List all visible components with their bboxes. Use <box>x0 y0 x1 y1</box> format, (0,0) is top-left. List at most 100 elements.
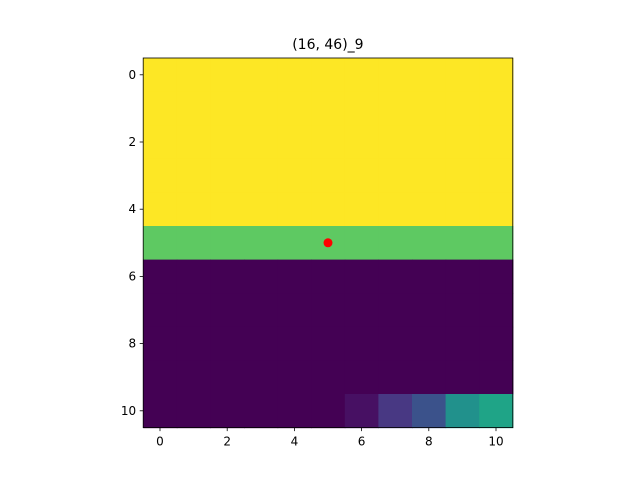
heatmap-cell <box>344 394 379 429</box>
heatmap-cell <box>378 360 413 395</box>
heatmap-cell <box>210 394 245 429</box>
heatmap-cell <box>143 259 178 294</box>
heatmap-cell <box>277 226 312 261</box>
heatmap-cell <box>244 158 279 193</box>
marker-point <box>323 238 333 248</box>
heatmap-cell <box>277 326 312 361</box>
heatmap-cell <box>143 91 178 126</box>
y-tick-label: 8 <box>129 337 137 351</box>
heatmap-cell <box>277 158 312 193</box>
heatmap-cell <box>412 58 447 93</box>
heatmap-cell <box>311 259 346 294</box>
heatmap-cell <box>412 259 447 294</box>
heatmap-cell <box>445 226 480 261</box>
chart-title: (16, 46)_9 <box>292 37 363 53</box>
heatmap-cell <box>176 394 211 429</box>
x-tick-label: 10 <box>488 435 503 449</box>
heatmap-cell <box>244 259 279 294</box>
heatmap-cell <box>445 360 480 395</box>
heatmap-cell <box>412 326 447 361</box>
heatmap-cell <box>344 58 379 93</box>
heatmap-cell <box>445 158 480 193</box>
heatmap-cell <box>479 293 514 328</box>
heatmap-cell <box>244 394 279 429</box>
heatmap-cell <box>445 326 480 361</box>
heatmap-cell <box>378 91 413 126</box>
heatmap-cell <box>244 293 279 328</box>
heatmap-cell <box>176 226 211 261</box>
heatmap-cell <box>479 158 514 193</box>
heatmap-cell <box>244 58 279 93</box>
y-tick-label: 10 <box>121 404 136 418</box>
heatmap-cell <box>176 125 211 160</box>
heatmap-cell <box>143 326 178 361</box>
heatmap-cell <box>378 226 413 261</box>
heatmap-cell <box>412 91 447 126</box>
heatmap-cell <box>344 293 379 328</box>
heatmap-cell <box>176 360 211 395</box>
axes-frame <box>142 57 514 429</box>
heatmap-cell <box>445 259 480 294</box>
heatmap-cells <box>143 58 514 429</box>
heatmap-cell <box>143 125 178 160</box>
y-tick-label: 2 <box>129 135 137 149</box>
heatmap-cell <box>479 226 514 261</box>
heatmap-cell <box>412 360 447 395</box>
heatmap-cell <box>143 226 178 261</box>
heatmap-cell <box>210 91 245 126</box>
heatmap-cell <box>412 226 447 261</box>
heatmap-cell <box>412 158 447 193</box>
y-axis: 0 2 4 6 8 10 <box>121 68 144 418</box>
y-tick-label: 6 <box>129 269 137 283</box>
heatmap-cell <box>479 326 514 361</box>
heatmap-cell <box>311 91 346 126</box>
heatmap-cell <box>378 125 413 160</box>
heatmap-cell <box>311 293 346 328</box>
heatmap-cell <box>244 326 279 361</box>
heatmap-cell <box>176 91 211 126</box>
y-tick-label: 0 <box>129 68 137 82</box>
heatmap-cell <box>277 125 312 160</box>
heatmap-cell <box>210 158 245 193</box>
heatmap-cell <box>244 226 279 261</box>
heatmap-cell <box>143 192 178 227</box>
heatmap-cell <box>277 91 312 126</box>
heatmap-cell <box>210 192 245 227</box>
heatmap-cell <box>445 394 480 429</box>
heatmap-cell <box>277 259 312 294</box>
heatmap-cell <box>277 293 312 328</box>
heatmap-cell <box>277 58 312 93</box>
heatmap-cell <box>176 158 211 193</box>
heatmap-cell <box>210 360 245 395</box>
heatmap-cell <box>143 360 178 395</box>
heatmap-cell <box>479 91 514 126</box>
heatmap-cell <box>176 58 211 93</box>
heatmap-cell <box>277 192 312 227</box>
heatmap-cell <box>445 293 480 328</box>
heatmap-cell <box>344 226 379 261</box>
heatmap-cell <box>244 91 279 126</box>
heatmap-cell <box>445 125 480 160</box>
heatmap-cell <box>244 125 279 160</box>
heatmap-cell <box>378 293 413 328</box>
heatmap-cell <box>311 192 346 227</box>
x-tick-label: 8 <box>425 435 433 449</box>
heatmap-cell <box>412 125 447 160</box>
heatmap-cell <box>344 158 379 193</box>
heatmap-cell <box>344 360 379 395</box>
heatmap-cell <box>277 394 312 429</box>
heatmap-cell <box>244 360 279 395</box>
heatmap-cell <box>311 360 346 395</box>
heatmap-cell <box>378 326 413 361</box>
heatmap-cell <box>344 326 379 361</box>
heatmap-cell <box>378 394 413 429</box>
heatmap-cell <box>344 259 379 294</box>
heatmap-cell <box>479 192 514 227</box>
heatmap-cell <box>176 326 211 361</box>
heatmap-cell <box>210 58 245 93</box>
heatmap-cell <box>479 125 514 160</box>
x-tick-label: 0 <box>156 435 164 449</box>
heatmap-cell <box>412 192 447 227</box>
